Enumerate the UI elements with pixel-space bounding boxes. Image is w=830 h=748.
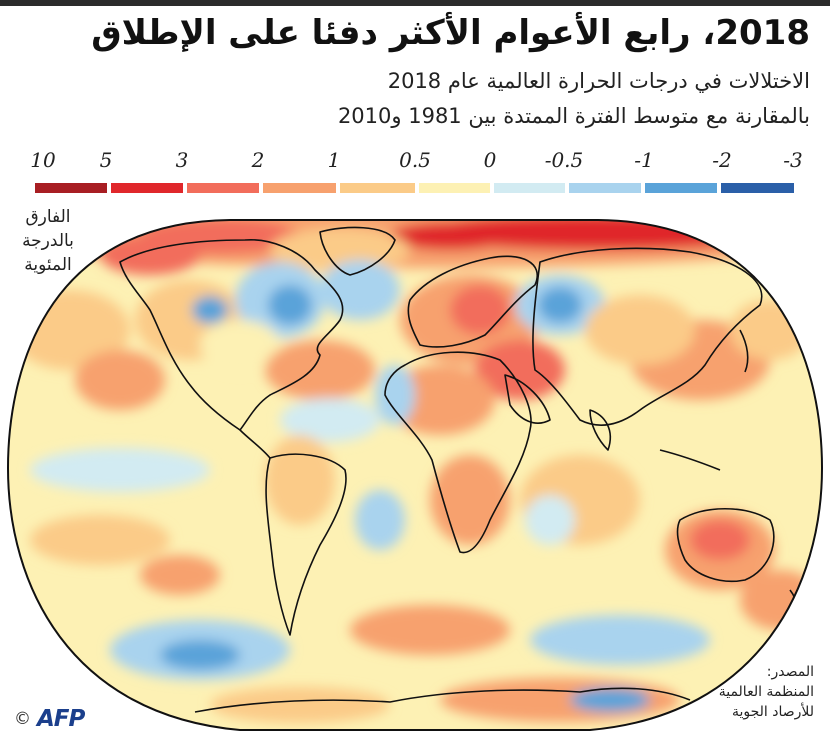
greenland-coast (319, 226, 396, 276)
legend-tick-0-5: 0.5 (399, 148, 431, 172)
legend-swatch-2-1 (263, 183, 336, 193)
legend-swatch-0-5-0 (419, 183, 490, 193)
legend-swatch-5-3 (111, 183, 183, 193)
bering-warm (100, 235, 200, 275)
europe-coast (407, 255, 538, 348)
gulf-stream-warm (265, 340, 375, 400)
middle-east-hot (475, 340, 565, 400)
central-america-coast (239, 429, 271, 459)
legend-title: الفارق بالدرجة المئوية (8, 205, 88, 277)
north-pacific-warm (75, 350, 165, 410)
source-line-2: للأرصاد الجوية (731, 704, 814, 720)
legend-swatch-3-2 (187, 183, 259, 193)
japan-coast (739, 329, 749, 373)
legend-swatch-1-0-5 (340, 183, 415, 193)
legend-tick-2: 2 (251, 148, 265, 172)
southern-ocean-pacific-cold (160, 640, 240, 670)
afp-wordmark: AFP (37, 706, 85, 732)
central-europe-hot (450, 285, 510, 335)
map-outline (6, 219, 824, 731)
legend-tick-5: 5 (99, 148, 113, 172)
australia-hot (690, 520, 750, 560)
afp-logo: © AFP (14, 706, 85, 732)
south-pacific-warm (140, 555, 220, 595)
central-na-neutral (200, 320, 280, 370)
africa-coast (384, 351, 532, 554)
legend-title-line-3: المئوية (24, 255, 72, 275)
southern-atlantic-warm (350, 605, 510, 655)
legend-tick-minus-3: -3 (783, 148, 803, 172)
indonesia-coast (659, 449, 721, 471)
canary-cool (375, 365, 415, 425)
asia-coast (532, 247, 763, 426)
legend-swatch-minus-1-minus-2 (645, 183, 717, 193)
legend-title-line-2: بالدرجة (22, 231, 74, 251)
source-line-1: المنظمة العالمية (718, 684, 814, 700)
anomaly-fields (8, 220, 822, 723)
legend-tick-minus-0-5: -0.5 (544, 148, 584, 172)
west-siberia-cold (538, 287, 582, 323)
hudson-cold (268, 285, 312, 325)
copyright-symbol: © (14, 709, 31, 729)
south-pacific-mild (30, 515, 170, 565)
labrador-cool (320, 260, 400, 320)
legend-swatch-0-minus-0-5 (494, 183, 565, 193)
south-america-mild (265, 435, 335, 525)
page-title: 2018، رابع الأعوام الأكثر دفئا على الإطل… (91, 13, 810, 53)
antarctica-cold (570, 688, 650, 712)
far-nw-pacific-mild (730, 300, 810, 360)
legend-tick-0: 0 (483, 148, 497, 172)
north-america-coast (119, 239, 344, 431)
source-note: المصدر: المنظمة العالمية للأرصاد الجوية (714, 662, 814, 722)
southern-indian-cool (530, 615, 710, 665)
antarctica-coast (194, 687, 691, 713)
legend-tick-10: 10 (30, 148, 56, 172)
legend-tick-minus-2: -2 (712, 148, 732, 172)
source-label: المصدر: (766, 664, 814, 680)
south-atlantic-cool (355, 490, 405, 550)
coastlines (119, 226, 798, 713)
top-bar (0, 0, 830, 6)
south-america-coast (265, 453, 347, 636)
subtitle-line-1: الاختلالات في درجات الحرارة العالمية عام… (387, 69, 810, 93)
australia-coast (676, 507, 775, 583)
canada-cold (192, 296, 228, 324)
legend-tick-3: 3 (175, 148, 189, 172)
legend-swatch-minus-2-minus-3 (721, 183, 794, 193)
barents-hot-zone (390, 222, 510, 250)
east-pacific-cool (30, 448, 210, 492)
arabia-coast (504, 374, 551, 424)
legend-swatch-10-5 (35, 183, 107, 193)
legend-tick-1: 1 (327, 148, 341, 172)
indian-ocean-cool (525, 495, 575, 545)
greenland-mild (270, 228, 410, 272)
subtitle-line-2: بالمقارنة مع متوسط الفترة الممتدة بين 19… (337, 104, 810, 128)
legend-tick-minus-1: -1 (634, 148, 654, 172)
legend-swatch-minus-0-5-minus-1 (569, 183, 641, 193)
south-africa-warm (430, 455, 510, 545)
central-asia-mild (585, 295, 695, 365)
legend-title-line-1: الفارق (25, 207, 71, 227)
india-coast (589, 409, 612, 451)
west-antarctica-mild (210, 687, 390, 723)
tropical-atlantic-cool (280, 398, 380, 442)
